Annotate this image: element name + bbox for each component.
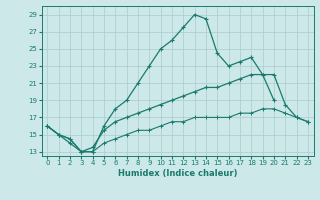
X-axis label: Humidex (Indice chaleur): Humidex (Indice chaleur) (118, 169, 237, 178)
